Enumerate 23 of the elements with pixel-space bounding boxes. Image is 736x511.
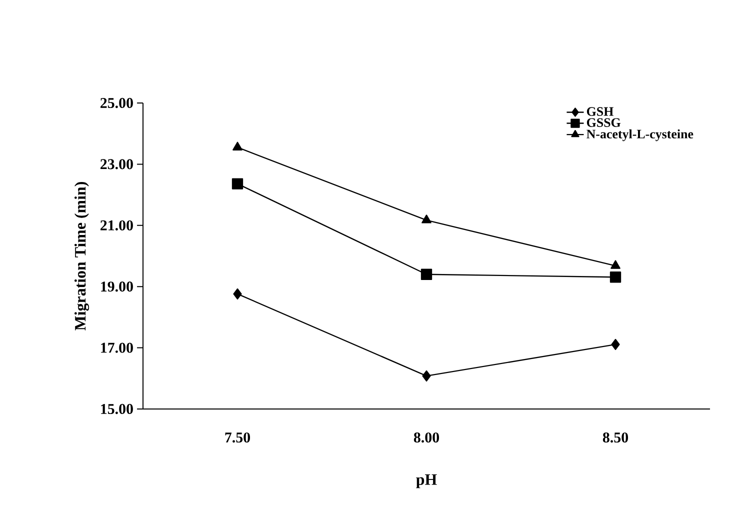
legend-label: GSSG <box>586 118 621 127</box>
x-tick-label: 8.50 <box>602 432 628 443</box>
y-tick-label: 25.00 <box>100 98 133 108</box>
legend-label: N-acetyl-L-cysteine <box>586 129 694 142</box>
point <box>610 260 620 269</box>
point <box>232 178 244 190</box>
y-tick-label: 17.00 <box>101 342 133 353</box>
y-tick-label: 15.00 <box>101 404 133 414</box>
x-tick-label: 8.00 <box>414 432 440 443</box>
y-axis-title: Migration Time (min) <box>74 182 90 330</box>
x-tick-label: 7.50 <box>225 432 250 443</box>
point <box>422 214 432 224</box>
point <box>611 338 620 350</box>
point <box>232 142 242 150</box>
y-tick-label: 21.00 <box>100 220 133 230</box>
point <box>420 268 432 280</box>
y-tick-label: 19.00 <box>101 282 133 292</box>
point <box>610 272 622 283</box>
legend-label: GSH <box>586 107 614 116</box>
point <box>233 288 242 300</box>
point <box>422 370 431 382</box>
x-axis-title: pH <box>416 474 437 488</box>
y-tick-label: 23.00 <box>100 159 133 170</box>
